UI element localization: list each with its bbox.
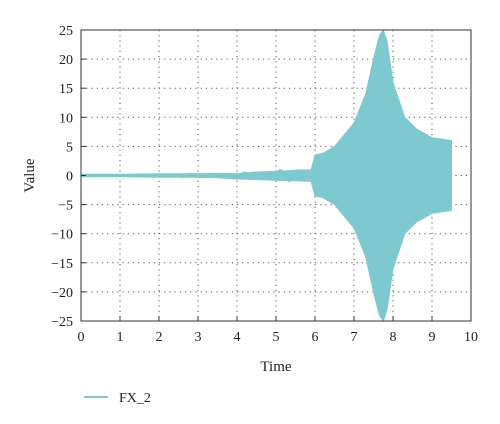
legend: FX_2	[84, 391, 151, 406]
x-tick-label: 0	[78, 330, 85, 345]
y-tick-label: 15	[59, 82, 73, 97]
x-tick-label: 3	[195, 330, 202, 345]
y-tick-label: 0	[66, 170, 73, 185]
y-axis-title: Value	[22, 158, 38, 192]
x-tick-label: 1	[117, 330, 124, 345]
y-tick-label: 25	[59, 24, 73, 39]
series-fx-2-ripple	[178, 169, 316, 182]
x-tick-label: 10	[464, 330, 478, 345]
x-tick-label: 4	[234, 330, 241, 345]
y-tick-label: −15	[51, 257, 73, 272]
y-tick-label: −20	[51, 286, 73, 301]
x-tick-label: 9	[429, 330, 436, 345]
legend-label-fx-2: FX_2	[119, 391, 151, 406]
x-tick-label: 5	[273, 330, 280, 345]
x-tick-label: 6	[312, 330, 319, 345]
y-tick-label: −25	[51, 315, 73, 330]
axis-ticks: 0 1 2 3 4 5 6 7 8 9 10 25 20 15 10 5 0 −5 −10 −15 −20 −25	[51, 24, 478, 345]
x-tick-label: 8	[390, 330, 397, 345]
series-layer	[80, 28, 452, 323]
x-tick-label: 7	[351, 330, 358, 345]
y-tick-label: −5	[58, 199, 73, 214]
x-tick-label: 2	[156, 330, 163, 345]
y-tick-label: 20	[59, 53, 73, 68]
y-tick-label: 5	[66, 140, 73, 155]
y-tick-label: −10	[51, 228, 73, 243]
y-tick-label: 10	[59, 111, 73, 126]
x-axis-title: Time	[260, 359, 291, 375]
